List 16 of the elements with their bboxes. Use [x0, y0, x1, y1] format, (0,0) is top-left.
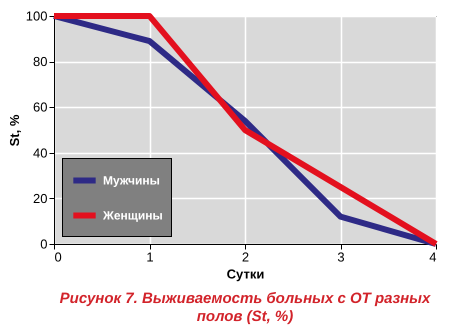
y-axis-title: St, %: [6, 114, 22, 146]
legend-label: Мужчины: [103, 174, 160, 188]
y-tick-label: 40: [33, 145, 48, 160]
y-tick-label: 80: [33, 54, 48, 70]
text: Рисунок 7. Выживаемость больных с ОТ разных полов (St, %): [60, 290, 431, 325]
x-tick-label: 3: [337, 250, 345, 264]
y-tick-label: 20: [33, 190, 48, 206]
x-tick-label: 4: [429, 250, 436, 264]
x-tick-label: 0: [54, 250, 62, 264]
x-axis-title: Сутки: [226, 266, 264, 282]
y-tick-label: 0: [40, 236, 48, 252]
x-tick-label: 2: [242, 250, 250, 264]
x-tick-label: 1: [146, 250, 154, 264]
y-tick-label: 100: [26, 8, 48, 24]
legend-label: Женщины: [102, 208, 163, 222]
y-tick-label: 60: [33, 100, 48, 115]
